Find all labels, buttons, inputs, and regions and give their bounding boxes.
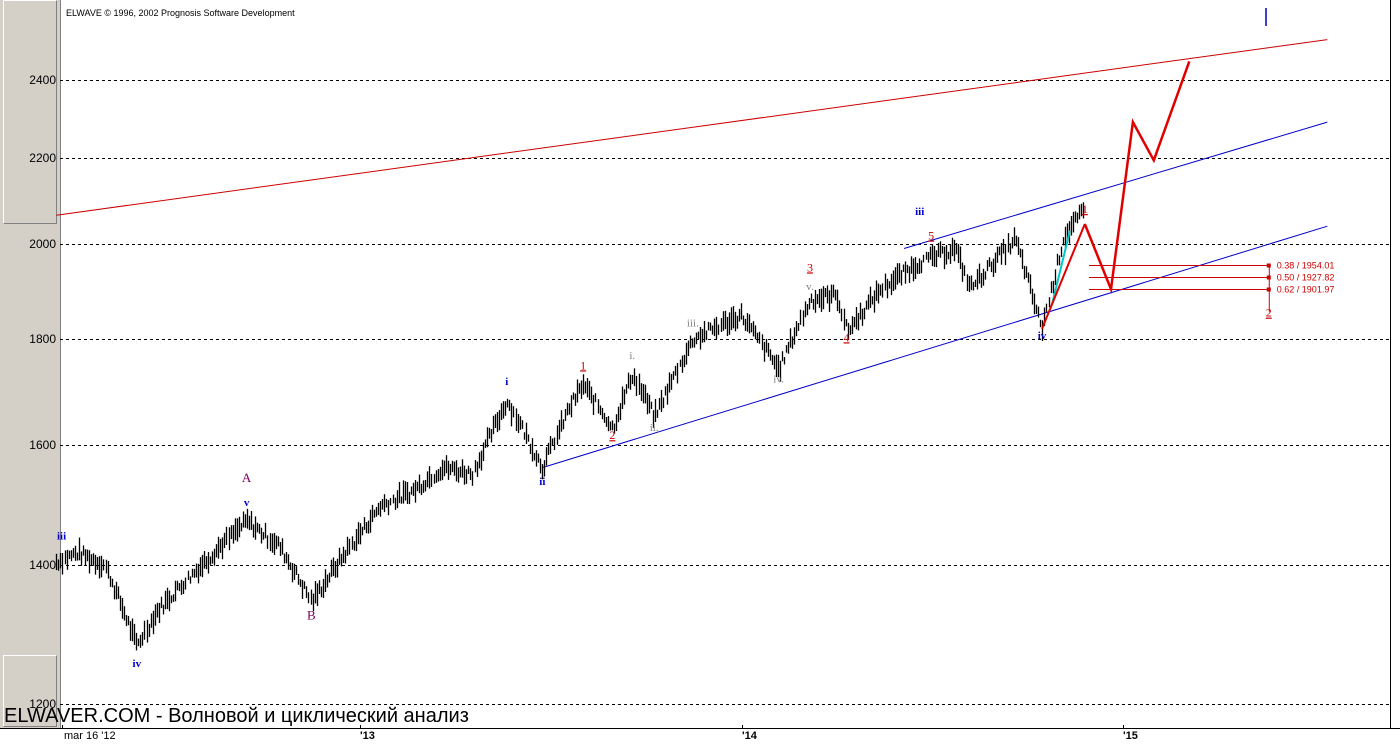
fibonacci-levels: 0.38 / 1954.01 0.50 / 1927.82 0.62 / 1901.… [1089,261,1334,312]
copyright-text: ELWAVE © 1996, 2002 Prognosis Software D… [66,8,295,18]
wave-label: 2 [1266,306,1272,320]
fib-level-label: 0.62 / 1901.97 [1277,285,1335,295]
wave-label: 2 [609,428,615,442]
y-tick-1600: 1600 [29,437,56,452]
x-tick-1: '13 [360,730,375,742]
wave-label: v. [806,281,814,293]
wave-label: iv [1038,330,1047,342]
x-tick-mark-0 [62,725,63,729]
wave-label: iv. [773,373,784,385]
wave-label: i [505,376,508,388]
forecast-path [1041,60,1191,330]
fib-level-label: 0.38 / 1954.01 [1277,261,1335,271]
x-tick-mark-3 [1123,725,1124,729]
wave-label: iii. [687,317,699,329]
y-axis-panel [0,0,61,728]
x-tick-mark-2 [742,725,743,729]
channel-line-blue [542,225,1328,469]
wave-label: A [242,470,252,485]
wave-label: B [307,607,316,622]
wave-label: ii [539,476,545,488]
wave-label: 1 [580,358,586,372]
y-tick-2400: 2400 [29,72,56,87]
x-tick-3: '15 [1123,730,1138,742]
wave-label: i. [629,350,635,362]
wave-label: ii. [650,422,659,434]
gridlines [60,0,1391,728]
wave-label: iv [133,658,142,670]
y-tick-1400: 1400 [29,557,56,572]
forecast-line [1083,60,1191,295]
channel-line-red [56,39,1328,216]
trend-channels [56,39,1328,469]
y-tick-2000: 2000 [29,236,56,251]
y-tick-1200: 1200 [29,696,56,711]
wave-label: 1 [1082,202,1088,216]
wave-label: 3 [807,260,813,274]
fib-level-label: 0.50 / 1927.82 [1277,273,1335,283]
wave-label: iii [915,206,924,218]
x-tick-2: '14 [742,730,757,742]
price-bars [55,202,1085,651]
watermark-text: ELWAVER.COM - Волновой и циклический ана… [4,705,469,727]
x-tick-0: mar 16 '12 [64,730,116,742]
wave-label: 5 [928,229,934,243]
x-axis-bar: mar 16 '12 '13 '14 '15 [0,725,1400,746]
forecast-wave-1 [1041,223,1086,330]
x-tick-mark-1 [360,725,361,729]
axis-panel-top-section [3,0,57,224]
wave-label: iii [57,531,66,543]
wave-highlight [1051,230,1071,305]
y-tick-2200: 2200 [29,150,56,165]
y-tick-1800: 1800 [29,331,56,346]
axis-panel-bottom-section [3,655,57,727]
wave-label: v [244,497,250,509]
wave-label: 4 [844,330,850,344]
channel-line-blue [903,121,1328,249]
